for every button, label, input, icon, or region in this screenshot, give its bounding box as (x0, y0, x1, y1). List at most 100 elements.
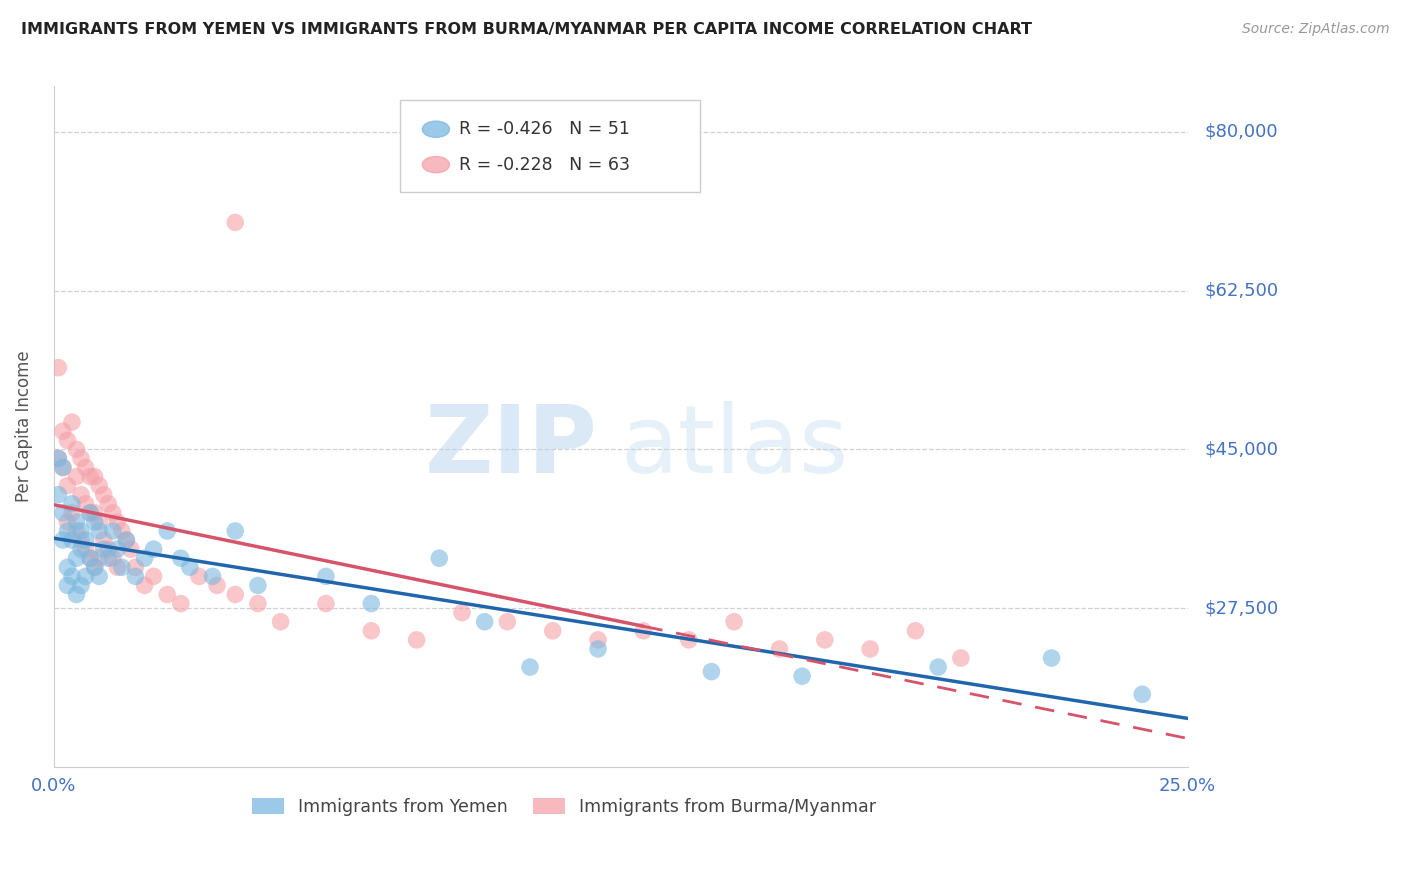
Point (142, 569, 165, 583)
Point (270, 615, 292, 629)
Point (201, 569, 224, 583)
Point (56, 560, 79, 574)
Point (60, 506, 83, 520)
Point (768, 642, 790, 657)
Point (360, 624, 382, 638)
Point (170, 551, 193, 566)
Point (105, 515, 128, 529)
Point (97, 497, 120, 511)
Point (124, 569, 146, 583)
Point (56, 515, 79, 529)
Point (115, 533, 138, 547)
Point (65, 524, 87, 538)
Point (315, 569, 337, 583)
Point (97, 551, 120, 566)
Point (89, 515, 111, 529)
Point (60, 569, 83, 583)
Point (93, 533, 115, 547)
Point (48, 451, 70, 466)
Point (315, 597, 337, 611)
Point (101, 551, 124, 566)
Point (83, 515, 105, 529)
Point (93, 542, 115, 557)
Point (75, 569, 97, 583)
Point (70, 524, 93, 538)
Point (101, 524, 124, 538)
Point (700, 665, 723, 679)
Point (75, 460, 97, 475)
Point (70, 451, 93, 466)
Legend: Immigrants from Yemen, Immigrants from Burma/Myanmar: Immigrants from Yemen, Immigrants from B… (246, 790, 883, 823)
Point (48, 451, 70, 466)
Point (474, 615, 496, 629)
FancyBboxPatch shape (399, 100, 700, 192)
Text: R = -0.426   N = 51: R = -0.426 N = 51 (458, 120, 630, 138)
Point (52, 506, 75, 520)
Point (246, 597, 269, 611)
Point (48, 488, 70, 502)
Point (83, 469, 105, 483)
Circle shape (422, 156, 450, 173)
Point (65, 551, 87, 566)
Text: $80,000: $80,000 (1205, 123, 1278, 141)
Point (1040, 651, 1063, 665)
Point (79, 506, 101, 520)
Point (170, 597, 193, 611)
Point (79, 551, 101, 566)
Point (790, 669, 813, 683)
Point (188, 569, 211, 583)
Text: R = -0.228   N = 63: R = -0.228 N = 63 (458, 155, 630, 174)
Point (105, 560, 128, 574)
Point (89, 478, 111, 492)
Point (65, 587, 87, 601)
Point (586, 632, 609, 647)
Point (120, 542, 142, 557)
Point (156, 587, 179, 601)
Point (246, 578, 269, 592)
Point (75, 542, 97, 557)
Point (124, 560, 146, 574)
Point (134, 578, 156, 592)
Text: ZIP: ZIP (425, 401, 598, 493)
Point (927, 660, 949, 674)
Point (949, 651, 972, 665)
Text: $62,500: $62,500 (1205, 282, 1278, 300)
Point (75, 497, 97, 511)
Text: $27,500: $27,500 (1205, 599, 1278, 617)
Point (205, 578, 228, 592)
Point (360, 597, 382, 611)
Point (633, 624, 655, 638)
Text: Source: ZipAtlas.com: Source: ZipAtlas.com (1241, 22, 1389, 37)
Point (814, 632, 837, 647)
Point (156, 524, 179, 538)
Point (224, 587, 246, 601)
Point (79, 551, 101, 566)
Point (56, 434, 79, 448)
Point (70, 488, 93, 502)
Point (451, 606, 474, 620)
Point (541, 624, 564, 638)
Point (56, 478, 79, 492)
Point (83, 560, 105, 574)
Point (70, 542, 93, 557)
Point (83, 560, 105, 574)
Point (60, 533, 83, 547)
Point (79, 506, 101, 520)
Point (115, 533, 138, 547)
Point (142, 542, 165, 557)
Point (97, 542, 120, 557)
Point (904, 624, 927, 638)
Point (48, 360, 70, 375)
Point (65, 515, 87, 529)
Point (83, 506, 105, 520)
Point (65, 442, 87, 457)
Point (101, 506, 124, 520)
Point (60, 415, 83, 429)
Point (111, 524, 134, 538)
Point (405, 632, 427, 647)
Point (52, 460, 75, 475)
Point (723, 615, 745, 629)
Point (56, 524, 79, 538)
Text: atlas: atlas (620, 401, 849, 493)
Point (427, 551, 450, 566)
